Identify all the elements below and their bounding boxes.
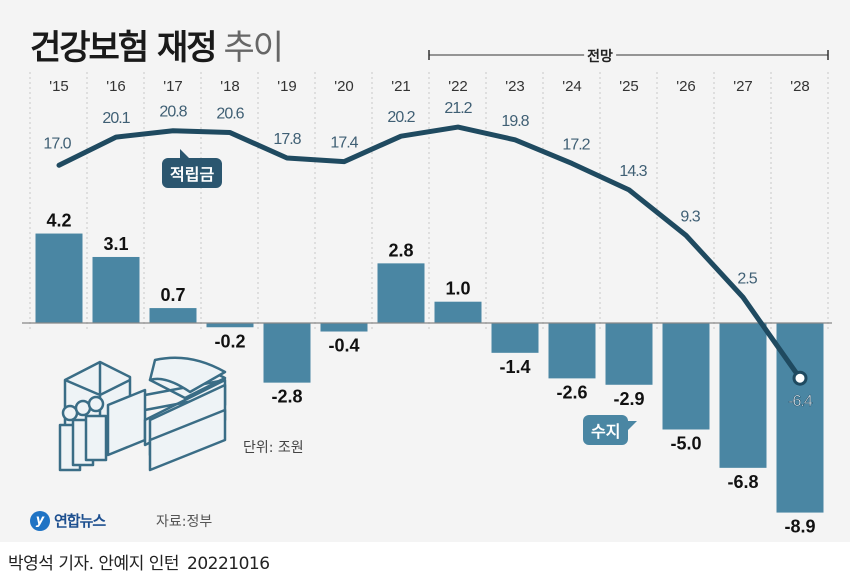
x-tick-label: '26	[676, 78, 696, 95]
people-money-illustration-icon	[58, 356, 227, 472]
logo-name: 연합뉴스	[54, 512, 106, 530]
bar	[605, 323, 653, 385]
reserve-value-label: 20.6	[216, 106, 244, 123]
credit-line: 박영석 기자. 안예지 인턴 20221016	[8, 549, 270, 574]
reserve-value-label: 17.4	[330, 135, 358, 152]
x-tick-label: '16	[106, 78, 126, 95]
bar	[377, 263, 425, 323]
bar-value-label: -1.4	[499, 357, 530, 377]
x-tick-label: '20	[334, 78, 354, 95]
x-tick-label: '17	[163, 78, 183, 95]
chart: '15 '16 '17 '18 '19 '20 '21 '22 '23 '24 '25 '26 '27 '…	[22, 50, 832, 537]
bar	[434, 301, 482, 323]
reserve-value-label: 20.8	[159, 104, 187, 121]
reserve-value-label: 19.8	[501, 113, 529, 130]
reserve-value-label: 17.0	[43, 135, 71, 152]
x-tick-label: '24	[562, 78, 582, 95]
yonhap-logo: y 연합뉴스	[30, 510, 106, 531]
reserve-value-label: 20.2	[387, 109, 415, 126]
reserve-value-label: 17.8	[273, 131, 301, 148]
x-tick-label: '21	[391, 78, 411, 95]
reserve-value-label: 14.3	[619, 163, 647, 180]
bar-value-label: -2.9	[613, 389, 644, 409]
reserve-value-label: 21.2	[444, 100, 472, 117]
x-tick-label: '15	[49, 78, 69, 95]
x-tick-label: '28	[790, 78, 810, 95]
x-tick-label: '19	[277, 78, 297, 95]
bar-value-label: -2.8	[271, 387, 302, 407]
bar	[719, 323, 767, 468]
bar-value-label: 4.2	[46, 211, 71, 231]
credit-text: 박영석 기자. 안예지 인턴	[8, 554, 180, 574]
reserve-callout: 적립금	[162, 149, 223, 188]
forecast-label: 전망	[584, 46, 616, 66]
reserve-value-label: 2.5	[737, 270, 757, 287]
x-tick-label: '23	[505, 78, 525, 95]
bar	[491, 323, 539, 353]
reserve-value-label: -6.4	[788, 393, 813, 410]
infographic-card: 건강보험 재정 추이 '15 '16 '17 '18 '19 '20 '21 '22 '23 '24…	[0, 0, 850, 542]
bar	[662, 323, 710, 430]
reserve-line	[56, 124, 803, 381]
x-tick-label: '22	[448, 78, 468, 95]
reserve-value-label: 20.1	[102, 110, 130, 127]
bar-value-label: -6.8	[727, 472, 758, 492]
reserve-end-point	[792, 370, 808, 386]
bar-value-label: -0.4	[328, 336, 359, 356]
balance-callout: 수지	[583, 415, 639, 445]
x-tick-label: '25	[619, 78, 639, 95]
credit-date: 20221016	[187, 554, 270, 574]
bar	[149, 308, 197, 323]
bar-value-label: -2.6	[556, 382, 587, 402]
bar	[263, 323, 311, 383]
logo-icon: y	[30, 510, 50, 531]
bar-value-label: -0.2	[214, 331, 245, 351]
x-tick-label: '27	[733, 78, 753, 95]
bar	[548, 323, 596, 379]
bar	[206, 323, 254, 328]
bar-value-label: 0.7	[160, 285, 185, 305]
reserve-value-label: 9.3	[680, 208, 700, 225]
bar	[320, 323, 368, 332]
source-label: 자료:정부	[156, 514, 213, 530]
title-bold: 건강보험 재정	[30, 28, 218, 68]
bar-value-label: 3.1	[103, 234, 128, 254]
bar	[92, 256, 140, 323]
page-title: 건강보험 재정 추이	[30, 20, 285, 69]
x-tick-label: '18	[220, 78, 240, 95]
bar-value-label: 1.0	[445, 279, 470, 299]
title-light: 추이	[223, 28, 285, 68]
bar-value-label: -8.9	[784, 517, 815, 537]
bar	[35, 233, 83, 323]
unit-label: 단위: 조원	[243, 440, 304, 456]
reserve-value-label: 17.2	[562, 136, 590, 153]
bar-value-label: 2.8	[388, 240, 413, 260]
bar-value-label: -5.0	[670, 434, 701, 454]
